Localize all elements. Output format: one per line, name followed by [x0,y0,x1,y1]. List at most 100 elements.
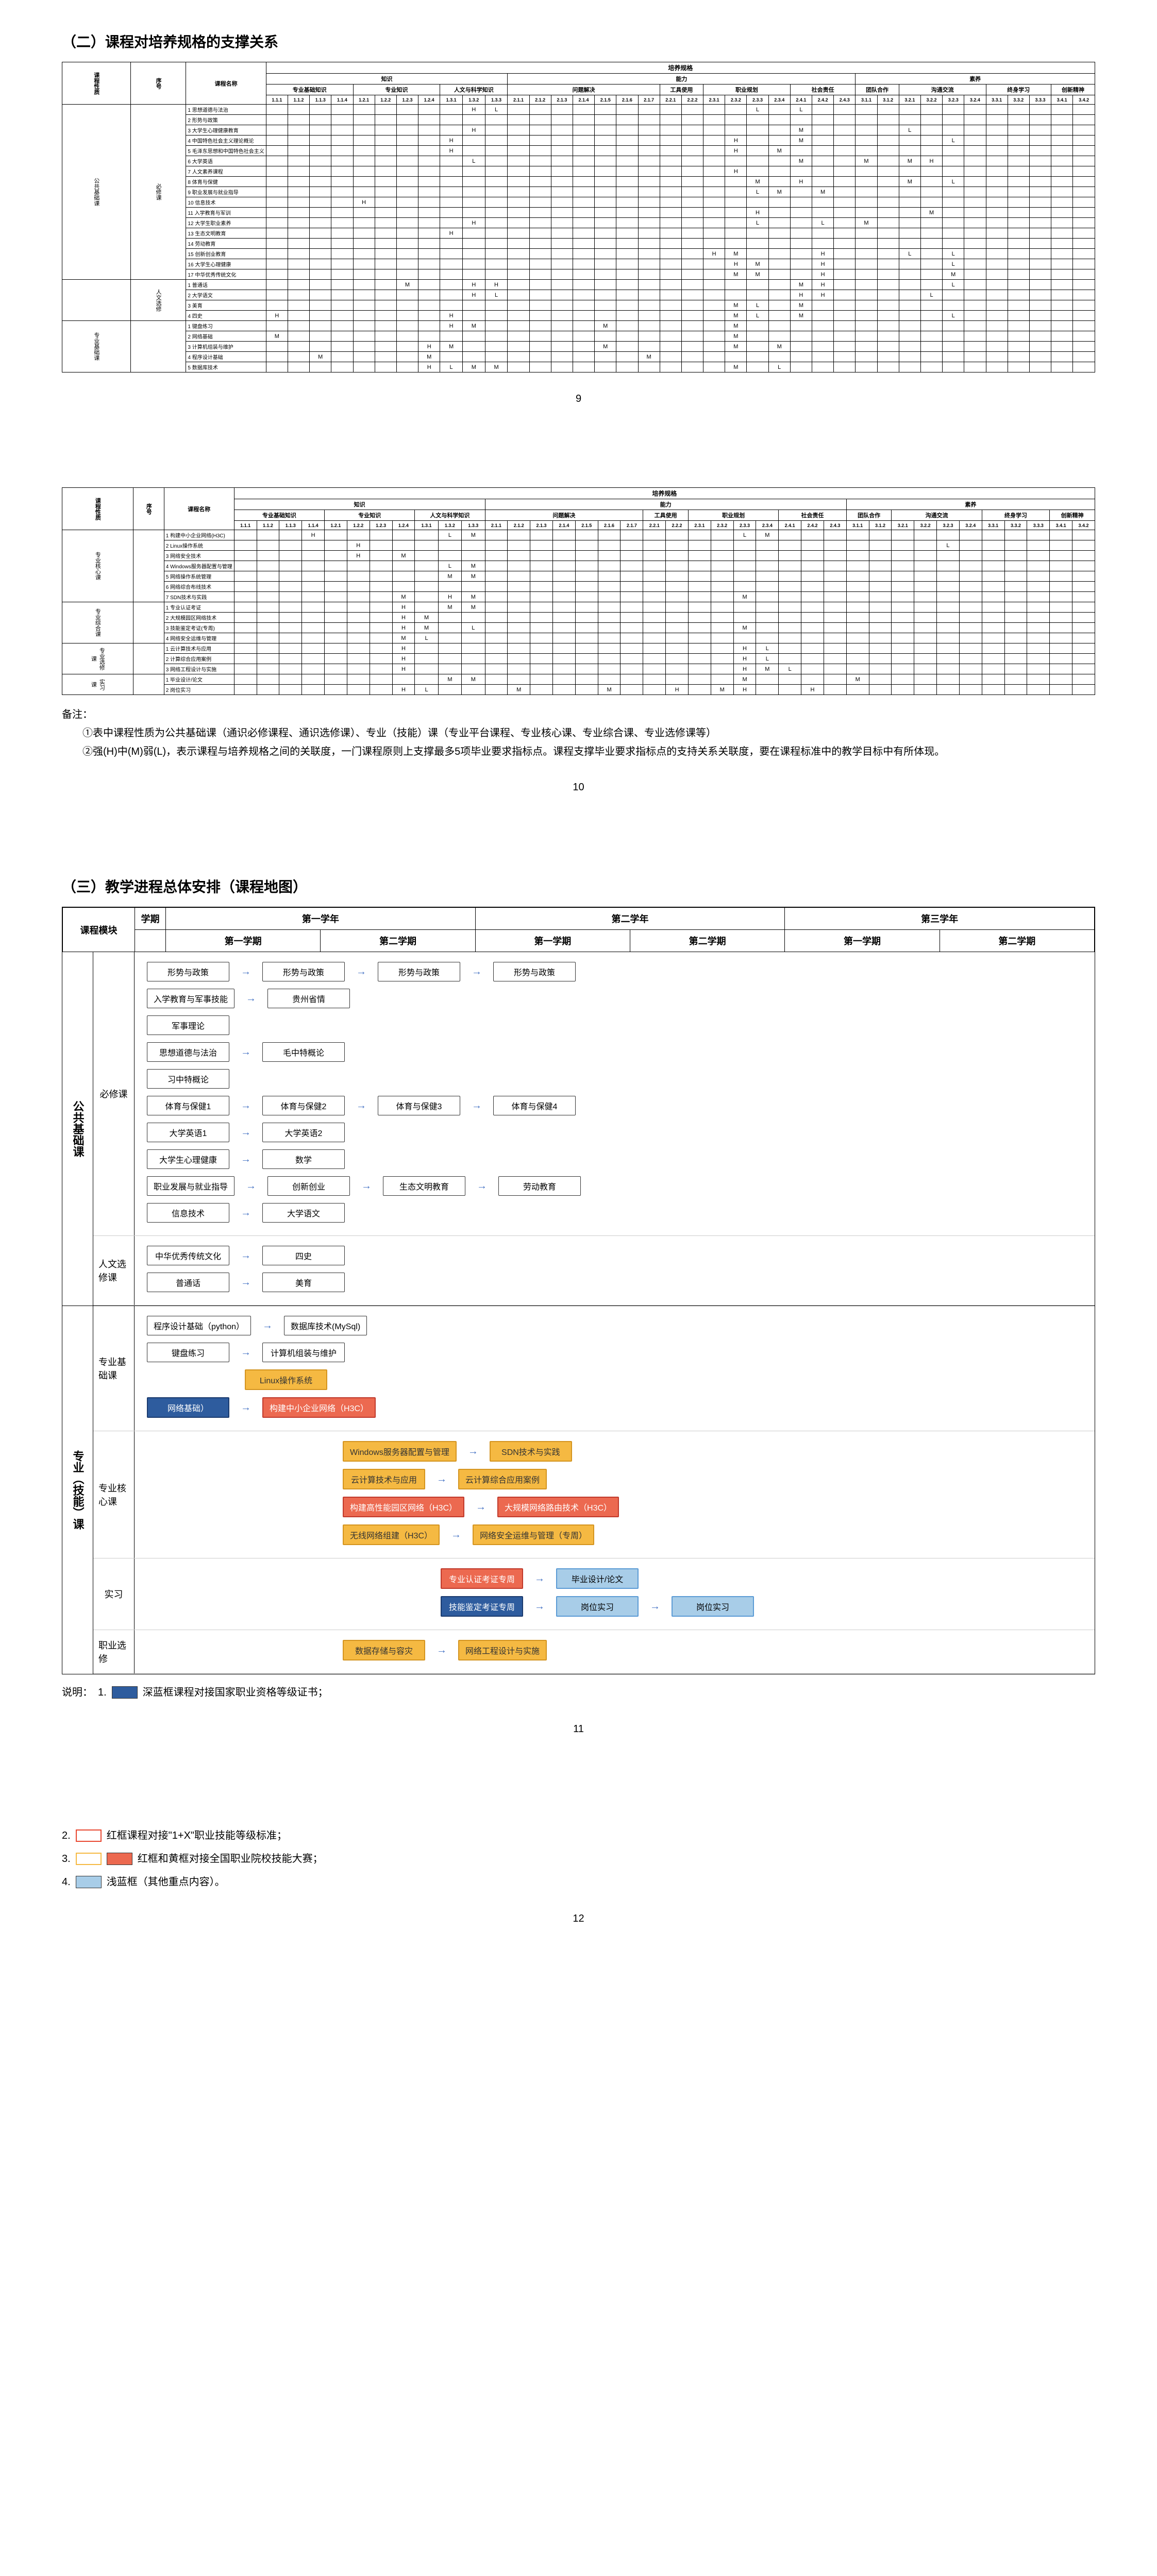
table-row: 人文选修1 普通话MHHMHL [62,280,1095,290]
course-row: 网络基础）→构建中小企业网络（H3C） [145,1395,1084,1420]
table-row: 16 大学生心理健康HMHL [62,259,1095,269]
course-box: 体育与保健1 [147,1096,229,1115]
year-3: 第三学年 [785,908,1095,930]
course-box: 贵州省情 [267,989,350,1008]
page-num-11: 11 [62,1723,1095,1735]
map-sub-label: 专业核心课 [93,1431,135,1558]
arrow-icon: → [241,966,251,978]
arrow-icon: → [356,1100,366,1112]
map-sub-label: 专业基础课 [93,1306,135,1431]
course-box: 数据库技术(MySql) [284,1316,367,1335]
table-row: 10 信息技术H [62,197,1095,208]
arrow-icon: → [451,1529,461,1541]
course-box: 形势与政策 [147,962,229,981]
table-row: 5 网络操作系统管理MM [62,571,1095,582]
arrow-icon: → [241,1046,251,1058]
table-row: 4 四史HHMLML [62,311,1095,321]
course-box: 大学语文 [262,1203,345,1223]
map-module-label: 课程模块 [63,908,135,952]
course-box: 体育与保健4 [493,1096,576,1115]
course-row: 普通话→美育 [145,1270,1084,1294]
legend-text-3: 红框和黄框对接全国职业院校技能大赛； [138,1849,323,1869]
sem-1-1: 第一学期 [166,930,321,952]
course-row: 大学英语1→大学英语2 [145,1121,1084,1144]
arrow-icon: → [361,1180,372,1192]
arrow-icon: → [476,1501,486,1513]
table-row: 2 大学语文HLHHL [62,290,1095,300]
course-box: 云计算技术与应用 [343,1469,425,1489]
section2-title: （二）课程对培养规格的支撑关系 [62,31,1095,52]
course-box: 计算机组装与维护 [262,1343,345,1362]
table-row: 2 岗位实习HLMMHMHH [62,685,1095,695]
course-row: Windows服务器配置与管理→SDN技术与实践 [145,1439,1084,1464]
course-box: 中华优秀传统文化 [147,1246,229,1265]
arrow-icon: → [472,1100,482,1112]
year-2: 第二学年 [475,908,785,930]
year-1: 第一学年 [166,908,476,930]
course-row: 中华优秀传统文化→四史 [145,1244,1084,1267]
matrix-table-2-container: 课程性质序号课程名称培养规格知识能力素养专业基础知识专业知识人文与科学知识问题解… [62,487,1095,695]
arrow-icon: → [534,1601,545,1613]
table-row: 2 大规模园区网络技术HM [62,613,1095,623]
course-box: 体育与保健3 [378,1096,460,1115]
table-row: 12 大学生职业素养HLLM [62,218,1095,228]
legend-swatch-yellow [76,1853,102,1865]
course-box: 键盘练习 [147,1343,229,1362]
arrow-icon: → [437,1645,447,1656]
course-box: 普通话 [147,1273,229,1292]
arrow-icon: → [468,1446,478,1458]
page-num-9: 9 [62,393,1095,405]
map-sub-label: 必修课 [93,952,135,1235]
map-sub-label: 职业选修 [93,1630,135,1673]
arrow-icon: → [241,1402,251,1414]
course-row: 构建高性能园区网络（H3C）→大规模网络路由技术（H3C） [145,1495,1084,1519]
legend: 说明： 1. 深蓝框课程对接国家职业资格等级证书； [62,1682,1095,1703]
note-2: ②强(H)中(M)弱(L)，表示课程与培养规格之间的关联度，一门课程原则上支撑最… [62,742,1095,761]
arrow-icon: → [241,1347,251,1359]
course-row: 入学教育与军事技能→贵州省情 [145,987,1084,1010]
course-box: 大学生心理健康 [147,1149,229,1169]
table-row: 专业综合课1 专业认证考证HMM [62,602,1095,613]
arrow-icon: → [241,1277,251,1289]
note-1: ①表中课程性质为公共基础课（通识必修课程、通识选修课）、专业（技能）课（专业平台… [62,724,1095,742]
table-row: 11 入学教育与军训HM [62,208,1095,218]
arrow-icon: → [246,1180,256,1192]
course-box: Linux操作系统 [245,1369,327,1390]
sem-1-2: 第二学期 [321,930,475,952]
course-box: 专业认证考证专周 [441,1568,523,1589]
course-box: 形势与政策 [262,962,345,981]
course-box: 毕业设计/论文 [556,1568,639,1589]
section3-title: （三）教学进程总体安排（课程地图） [62,876,1095,896]
table-row: 3 计算机组装与维护HMMMM [62,342,1095,352]
matrix-table-1: 课程性质序号课程名称培养规格知识能力素养专业基础知识专业知识人文与科学知识问题解… [62,62,1095,372]
map-sub-label: 人文选修课 [93,1236,135,1305]
table-row: 17 中华优秀传统文化MMHM [62,269,1095,280]
course-box: 大学英语1 [147,1123,229,1142]
table-row: 专业基础课1 键盘练习HMMM [62,321,1095,331]
arrow-icon: → [356,966,366,978]
arrow-icon: → [241,1207,251,1219]
table-row: 15 创新创业教育HMHLL [62,249,1095,259]
arrow-icon: → [650,1601,660,1613]
course-box: 构建高性能园区网络（H3C） [343,1497,464,1517]
course-box: 无线网络组建（H3C） [343,1524,440,1545]
sem-2-1: 第一学期 [475,930,630,952]
legend-text-1: 深蓝框课程对接国家职业资格等级证书； [143,1682,328,1703]
course-box: SDN技术与实践 [490,1441,572,1462]
course-row: 数据存储与容灾→网络工程设计与实施 [145,1638,1084,1663]
course-box: 程序设计基础（python） [147,1316,251,1335]
map-semester-label: 学期 [135,908,166,930]
table-row: 4 程序设计基础MMM [62,352,1095,362]
map-block: 专业（技能）课专业基础课程序设计基础（python）→数据库技术(MySql)键… [62,1306,1095,1674]
arrow-icon: → [262,1320,273,1332]
page-num-12: 12 [62,1913,1095,1925]
course-box: 网络工程设计与实施 [458,1640,547,1660]
course-row: 无线网络组建（H3C）→网络安全运维与管理（专周） [145,1522,1084,1547]
legend-swatch-red [76,1829,102,1842]
course-row: Linux操作系统 [145,1367,1084,1392]
course-row: 程序设计基础（python） → 数据库技术(MySql) [145,1314,1084,1337]
curriculum-map: 课程模块 学期 第一学年 第二学年 第三学年 第一学期 第二学期 第一学期 第二… [62,907,1095,1674]
table-row: 3 技能鉴定考证(专周)HMLM [62,623,1095,633]
table-row: 3 大学生心理健康教育HML [62,125,1095,135]
course-box: 技能鉴定考证专周 [441,1596,523,1617]
